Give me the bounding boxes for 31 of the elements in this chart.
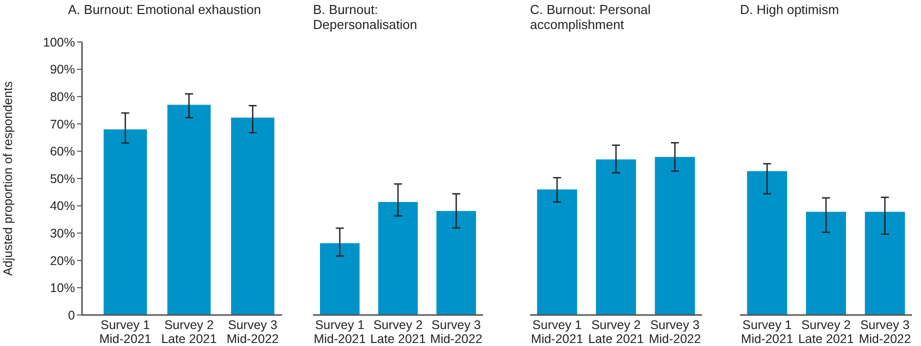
bar xyxy=(231,118,274,315)
chart-title: B. Burnout: Depersonalisation xyxy=(313,2,418,32)
x-tick-label: Survey 3 Mid-2022 xyxy=(648,318,701,346)
bar xyxy=(104,129,147,315)
y-tick-label: 90% xyxy=(50,62,75,77)
y-tick-label: 50% xyxy=(50,172,75,186)
y-tick-label: 60% xyxy=(50,144,75,159)
y-tick-label: 40% xyxy=(50,199,75,214)
x-tick-label: Survey 1 Mid-2021 xyxy=(741,318,794,346)
x-tick-label: Survey 3 Mid-2022 xyxy=(226,318,279,346)
x-tick-label: Survey 3 Mid-2022 xyxy=(430,318,482,346)
y-tick-label: 20% xyxy=(50,254,75,268)
bar xyxy=(167,104,211,315)
y-tick-label: 100% xyxy=(43,35,75,50)
x-tick-label: Survey 1 Mid-2021 xyxy=(99,318,152,346)
x-tick-label: Survey 2 Late 2021 xyxy=(370,318,426,346)
x-tick-label: Survey 3 Mid-2022 xyxy=(858,318,911,346)
y-axis-title: Adjusted proportion of respondents xyxy=(1,81,15,276)
x-tick-label: Survey 1 Mid-2021 xyxy=(531,318,584,346)
x-tick-label: Survey 1 Mid-2021 xyxy=(314,318,366,346)
y-tick-label: 0 xyxy=(68,308,76,322)
y-tick-label: 10% xyxy=(50,281,75,296)
chart-title: A. Burnout: Emotional exhaustion xyxy=(68,2,261,17)
x-tick-label: Survey 2 Late 2021 xyxy=(798,318,854,346)
chart-title: C. Burnout: Personal accomplishment xyxy=(530,2,651,32)
chart-title: D. High optimism xyxy=(740,2,839,17)
y-tick-label: 30% xyxy=(50,226,75,240)
y-tick-label: 80% xyxy=(50,90,75,104)
y-tick-label: 70% xyxy=(50,117,75,132)
x-tick-label: Survey 2 Late 2021 xyxy=(588,318,644,346)
x-tick-label: Survey 2 Late 2021 xyxy=(161,318,217,346)
